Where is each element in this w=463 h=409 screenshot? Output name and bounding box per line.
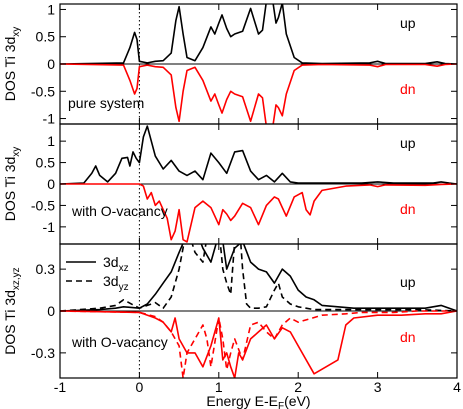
x-tick-label: 0 <box>136 379 144 395</box>
series-line-dn-solid <box>60 310 457 378</box>
series-group <box>60 244 457 378</box>
series-line-dn-dashed <box>60 310 457 378</box>
y-axis-title: DOS Ti 3dxy <box>2 147 22 222</box>
legend-label: 3dxz <box>103 254 129 274</box>
panel-frame <box>59 243 458 379</box>
panel-bottom: -0.3 0 0.3 DOS Ti 3dxz,yz up dn with O-vacancy… <box>2 243 458 379</box>
x-axis-title: Energy E-EF(eV) <box>206 393 310 409</box>
x-tick-label: -1 <box>54 379 67 395</box>
y-tick-label: 0 <box>47 56 55 72</box>
spin-dn-label: dn <box>400 329 416 345</box>
series-line-up-solid <box>60 244 457 312</box>
spin-dn-label: dn <box>400 201 416 217</box>
panel-annotation: pure system <box>68 95 144 111</box>
y-tick-label: -1 <box>43 111 56 127</box>
x-tick-label: 2 <box>294 379 302 395</box>
y-tick-label: -0.3 <box>31 345 55 361</box>
y-tick-label: 0.3 <box>36 261 56 277</box>
x-axis: -1 0 1 2 3 4 Energy E-EF(eV) <box>54 379 461 409</box>
spin-up-label: up <box>400 15 416 31</box>
panel-annotation: with O-vacancy <box>71 203 168 219</box>
x-tick-label: 3 <box>374 379 382 395</box>
series-line-dn-solid <box>60 183 457 243</box>
y-tick-label: -1 <box>43 219 56 235</box>
panel-middle: -1 -0.5 0 0.5 1 DOS Ti 3dxy up dn with O-vacancy <box>2 123 458 245</box>
y-tick-label: 1 <box>47 133 55 149</box>
series-line-up-dashed <box>60 244 457 312</box>
panel-annotation: with O-vacancy <box>71 334 168 350</box>
x-tick-label: 4 <box>453 379 461 395</box>
y-tick-label: 0.5 <box>36 29 56 45</box>
series-group <box>60 4 457 124</box>
y-tick-label: 0 <box>47 176 55 192</box>
panel-top: -1 -0.5 0 0.5 1 DOS Ti 3dxy up dn pure system <box>2 1 458 127</box>
y-tick-label: 1 <box>47 1 55 17</box>
series-group <box>60 125 457 243</box>
y-tick-label: -0.5 <box>31 83 55 99</box>
y-tick-label: -0.5 <box>31 197 55 213</box>
y-axis-title: DOS Ti 3dxy <box>2 27 22 102</box>
series-line-up-solid <box>60 125 457 185</box>
legend-label: 3dyz <box>103 273 129 293</box>
series-line-dn-solid <box>60 63 457 124</box>
y-tick-label: 0.5 <box>36 155 56 171</box>
y-axis-title: DOS Ti 3dxz,yz <box>2 267 22 354</box>
spin-dn-label: dn <box>400 81 416 97</box>
x-tick-label: 1 <box>215 379 223 395</box>
spin-up-label: up <box>400 135 416 151</box>
series-line-up-solid <box>60 4 457 65</box>
spin-up-label: up <box>400 274 416 290</box>
y-tick-label: 0 <box>47 303 55 319</box>
